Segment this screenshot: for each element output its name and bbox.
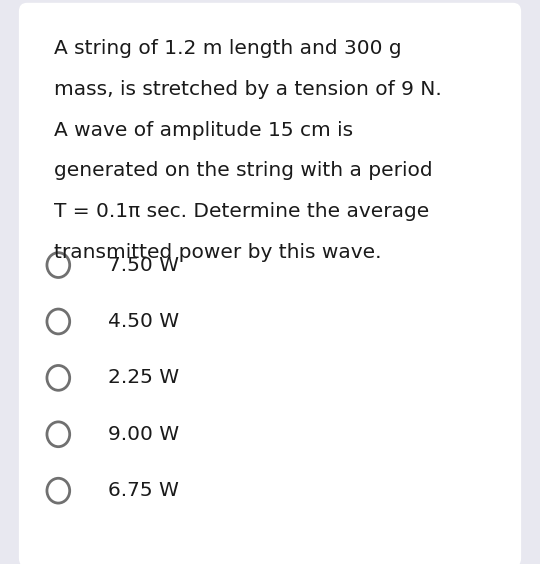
Text: T = 0.1π sec. Determine the average: T = 0.1π sec. Determine the average [54, 202, 429, 221]
Text: mass, is stretched by a tension of 9 N.: mass, is stretched by a tension of 9 N. [54, 80, 442, 99]
Text: 7.50 W: 7.50 W [108, 255, 179, 275]
Text: transmitted power by this wave.: transmitted power by this wave. [54, 243, 381, 262]
Text: A wave of amplitude 15 cm is: A wave of amplitude 15 cm is [54, 121, 353, 140]
FancyBboxPatch shape [19, 3, 521, 564]
Text: 4.50 W: 4.50 W [108, 312, 179, 331]
Text: 9.00 W: 9.00 W [108, 425, 179, 444]
Text: A string of 1.2 m length and 300 g: A string of 1.2 m length and 300 g [54, 39, 402, 59]
Text: generated on the string with a period: generated on the string with a period [54, 161, 433, 180]
Text: 2.25 W: 2.25 W [108, 368, 179, 387]
Text: 6.75 W: 6.75 W [108, 481, 179, 500]
